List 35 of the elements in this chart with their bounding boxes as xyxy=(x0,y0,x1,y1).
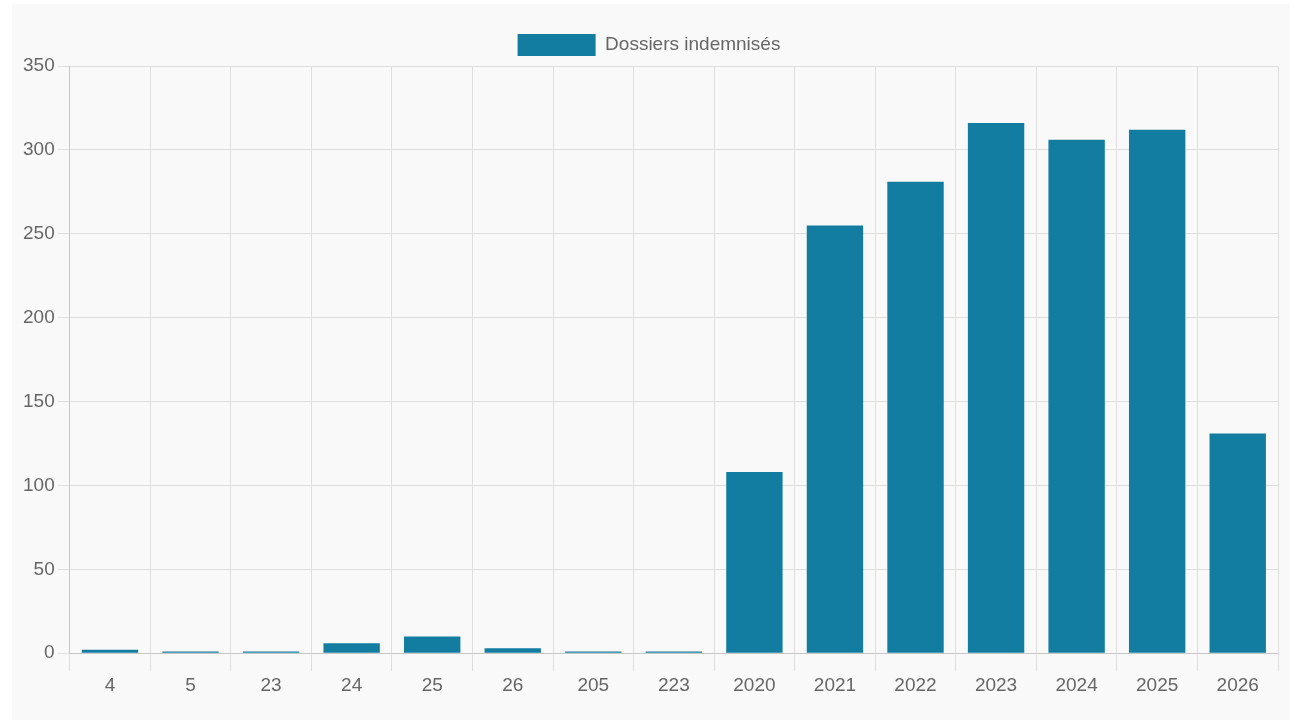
x-tick-label: 2021 xyxy=(813,673,857,695)
bar xyxy=(887,181,944,653)
y-tick-label: 200 xyxy=(23,305,55,327)
bar xyxy=(1048,139,1105,653)
x-tick-label: 24 xyxy=(341,673,363,695)
x-tick-label: 2023 xyxy=(974,673,1018,695)
x-tick-label: 205 xyxy=(577,673,610,695)
bar xyxy=(323,643,380,653)
x-tick-label: 25 xyxy=(421,673,443,695)
bar xyxy=(806,225,864,653)
y-tick-label: 50 xyxy=(33,557,55,579)
y-tick-label: 350 xyxy=(23,54,55,76)
y-tick-label: 250 xyxy=(23,222,55,244)
y-tick-label: 150 xyxy=(23,389,55,411)
x-tick-label: 2020 xyxy=(733,673,776,695)
bar xyxy=(1209,433,1266,653)
y-tick-label: 100 xyxy=(23,473,55,495)
x-tick-label: 2024 xyxy=(1055,673,1099,695)
bar xyxy=(967,123,1025,653)
legend-label: Dossiers indemnisés xyxy=(605,33,781,55)
x-tick-label: 2026 xyxy=(1216,673,1259,695)
x-tick-label: 23 xyxy=(260,673,282,695)
x-tick-label: 2022 xyxy=(894,673,937,695)
x-tick-label: 223 xyxy=(658,673,690,695)
y-tick-label: 300 xyxy=(23,138,55,160)
y-tick-label: 0 xyxy=(44,641,55,663)
bar xyxy=(726,472,783,653)
bar xyxy=(1128,129,1186,653)
bar xyxy=(404,636,461,653)
x-tick-label: 26 xyxy=(502,673,524,695)
x-tick-label: 5 xyxy=(185,673,196,695)
bar xyxy=(484,648,541,653)
x-tick-label: 2025 xyxy=(1136,673,1179,695)
bar xyxy=(81,649,139,653)
x-tick-label: 4 xyxy=(104,673,116,695)
